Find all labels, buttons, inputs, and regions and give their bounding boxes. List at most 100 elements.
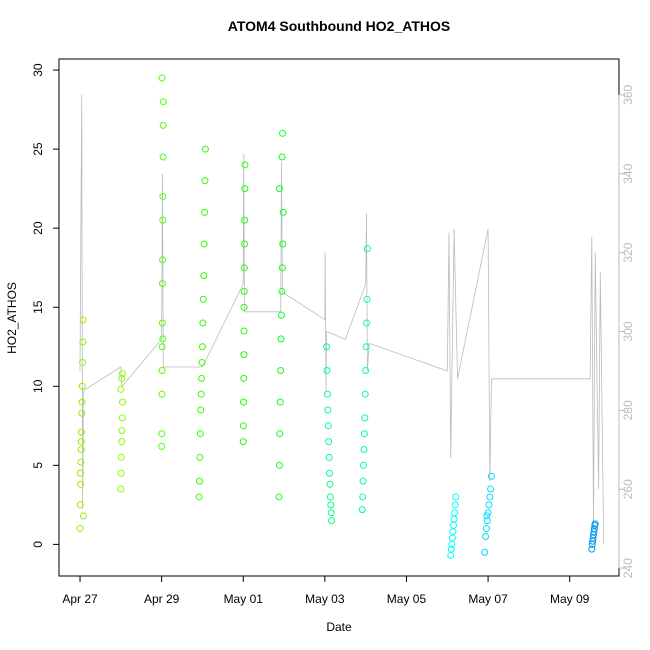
point (76, 469, 84, 477)
point (450, 521, 458, 529)
point (158, 390, 166, 398)
x-tick-label: May 07 (468, 592, 508, 606)
point (197, 390, 205, 398)
y2-tick-label: 320 (621, 242, 635, 262)
point (158, 319, 166, 327)
point (201, 145, 209, 153)
x-tick-label: Apr 27 (62, 592, 98, 606)
point (278, 287, 286, 295)
point (588, 545, 596, 553)
point (323, 390, 331, 398)
x-tick-label: Apr 29 (144, 592, 180, 606)
point (326, 480, 334, 488)
point (361, 414, 369, 422)
point (77, 458, 85, 466)
point (196, 430, 204, 438)
point (198, 359, 206, 367)
point (240, 398, 248, 406)
point (159, 121, 167, 129)
point (199, 295, 207, 303)
point (201, 208, 209, 216)
point (198, 343, 206, 351)
point (276, 185, 284, 193)
point (361, 390, 369, 398)
plot-box (58, 58, 620, 577)
point (451, 509, 459, 517)
point (200, 240, 208, 248)
point (241, 185, 249, 193)
y2-tick-label: 280 (621, 400, 635, 420)
y2-tick-label: 240 (621, 558, 635, 578)
point (327, 501, 335, 509)
point (482, 525, 490, 533)
point (197, 406, 205, 414)
y-tick-label: 5 (31, 462, 45, 469)
x-tick-label: May 03 (305, 592, 345, 606)
point (278, 264, 286, 272)
point (79, 316, 87, 324)
point (275, 461, 283, 469)
point (450, 515, 458, 523)
point (451, 501, 459, 509)
point (359, 477, 367, 485)
point (158, 442, 166, 450)
point (159, 256, 167, 264)
point (328, 517, 336, 525)
point (277, 366, 285, 374)
point (199, 319, 207, 327)
point (448, 534, 456, 542)
point (323, 366, 331, 374)
point (118, 414, 126, 422)
point (77, 446, 85, 454)
point (77, 438, 85, 446)
point (76, 501, 84, 509)
point (78, 409, 86, 417)
point (278, 129, 286, 137)
point (324, 422, 332, 430)
point (117, 385, 125, 393)
point (279, 208, 287, 216)
point (118, 438, 126, 446)
point (449, 528, 457, 536)
point (159, 98, 167, 106)
point (195, 477, 203, 485)
point (482, 532, 490, 540)
y-tick-label: 15 (31, 300, 45, 314)
y-tick-label: 30 (31, 63, 45, 77)
x-tick-label: May 05 (387, 592, 427, 606)
point (78, 398, 86, 406)
y2-line (79, 94, 605, 545)
point (324, 406, 332, 414)
point (240, 264, 248, 272)
point (483, 517, 491, 525)
point (241, 240, 249, 248)
point (362, 366, 370, 374)
point (240, 287, 248, 295)
point (240, 374, 248, 382)
point (79, 512, 87, 520)
point (240, 327, 248, 335)
point (358, 506, 366, 514)
x-axis-label: Date (326, 620, 352, 634)
point (118, 370, 126, 378)
point (158, 280, 166, 288)
point (159, 153, 167, 161)
point (79, 359, 87, 367)
point (117, 485, 125, 493)
point (159, 193, 167, 201)
point (241, 216, 249, 224)
y2-tick-label: 300 (621, 321, 635, 341)
point (118, 427, 126, 435)
point (486, 493, 494, 501)
point (359, 493, 367, 501)
point (360, 430, 368, 438)
point (325, 438, 333, 446)
point (158, 366, 166, 374)
point (279, 240, 287, 248)
point (278, 311, 286, 319)
point (363, 245, 371, 253)
point (323, 343, 331, 351)
point (117, 469, 125, 477)
point (591, 520, 599, 528)
x-tick-label: May 09 (550, 592, 590, 606)
